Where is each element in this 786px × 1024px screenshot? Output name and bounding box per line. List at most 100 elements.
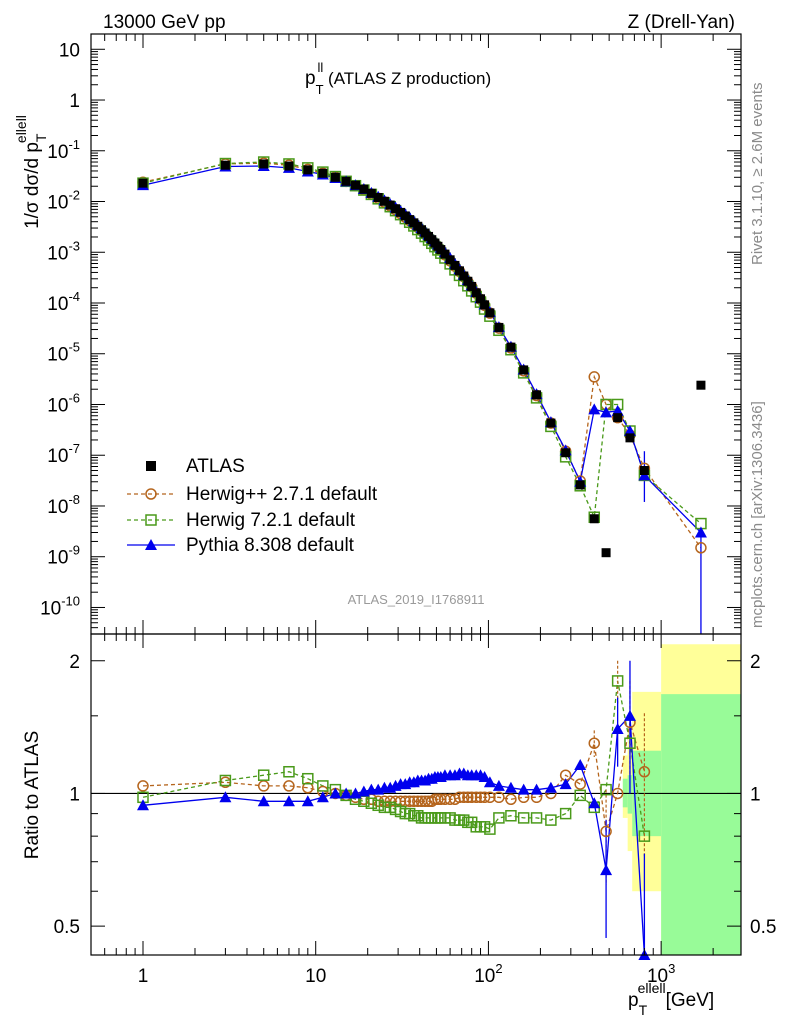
legend-label: Herwig 7.2.1 default	[186, 510, 356, 531]
data-point	[506, 342, 516, 352]
data-point	[351, 180, 361, 190]
ratio-point	[219, 774, 232, 787]
data-point	[373, 192, 383, 202]
data-point	[600, 406, 613, 418]
ratio-point	[219, 791, 232, 803]
ratio-tick-label-right: 1	[750, 784, 761, 805]
data-point	[588, 371, 601, 383]
data-point	[284, 161, 294, 171]
ratio-tick-label: 1	[69, 784, 80, 805]
y-tick-label: 10-5	[47, 340, 80, 366]
data-point	[445, 255, 455, 265]
data-point	[454, 266, 464, 276]
ratio-line-2	[142, 714, 646, 956]
ratio-point	[493, 791, 505, 804]
x-tick-label: 10	[305, 966, 326, 987]
ratio-point	[574, 778, 586, 790]
data-point	[436, 245, 446, 255]
header-left: 13000 GeV pp	[103, 12, 226, 33]
ratio-point	[465, 791, 478, 804]
ratio-point	[378, 801, 391, 814]
rivet-label: Rivet 3.1.10, ≥ 2.6M events	[749, 83, 766, 266]
header-right: Z (Drell-Yan)	[628, 12, 735, 33]
ratio-point	[600, 864, 613, 876]
ratio-point	[365, 797, 378, 810]
ratio-point	[611, 675, 624, 687]
y-tick-label: 10-4	[47, 289, 80, 315]
data-point	[463, 276, 473, 286]
legend: ATLAS Herwig++ 2.7.1 default Herwig 7.2.1 …	[127, 456, 378, 556]
data-point	[467, 281, 477, 291]
ratio-point	[517, 783, 530, 795]
data-point	[625, 433, 635, 443]
ratio-point	[302, 772, 314, 785]
analysis-tag: ATLAS_2019_I1768911	[348, 592, 485, 607]
y-tick-label: 10-1	[47, 137, 80, 163]
ratio-point	[403, 807, 416, 820]
ratio-frame	[90, 633, 742, 956]
ratio-point	[470, 791, 482, 804]
ratio-point	[638, 765, 651, 778]
y-tick-label: 10-10	[40, 593, 80, 619]
ratio-tick-label-right: 2	[750, 652, 761, 673]
uncertainty-band	[627, 775, 633, 814]
data-point	[589, 514, 599, 524]
data-point	[532, 390, 542, 400]
main-panel: 10 1 10-1 10-2 10-3 10-4 10-5 10-6 10-7 10-8 10-9 1…	[40, 33, 742, 635]
mcplots-label: mcplots.cern.ch [arXiv:1306.3436]	[749, 401, 766, 628]
data-point	[611, 404, 624, 416]
series-line-3	[142, 165, 702, 533]
ratio-point	[329, 787, 342, 799]
x-tick-label: 1	[138, 966, 149, 987]
ratio-point	[574, 789, 586, 802]
y-tick-label: 10-7	[47, 441, 80, 467]
svg-text:1/σ dσ/d pTellell: 1/σ dσ/d pTellell	[13, 115, 49, 229]
y-tick-label: 10-2	[47, 188, 80, 214]
ratio-point	[301, 795, 314, 807]
data-point	[623, 425, 636, 437]
data-point	[220, 160, 230, 170]
ratio-point	[530, 783, 543, 795]
data-point	[138, 178, 148, 188]
data-point	[694, 526, 707, 538]
ratio-point	[136, 799, 149, 811]
ratio-point	[257, 795, 270, 807]
ratio-point	[504, 781, 517, 793]
ratio-point	[408, 795, 420, 808]
ratio-point	[545, 814, 557, 826]
ratio-point	[317, 780, 329, 792]
ratio-point	[458, 814, 470, 826]
data-point	[341, 176, 351, 186]
data-point	[259, 159, 269, 169]
ratio-point	[372, 799, 384, 812]
data-point	[366, 188, 376, 198]
y-tick-label: 10	[59, 40, 80, 61]
data-point	[546, 418, 556, 428]
data-point	[330, 172, 340, 182]
data-point	[359, 184, 369, 194]
ratio-point	[483, 776, 496, 788]
ratio-point	[611, 787, 624, 800]
ratio-point	[493, 812, 505, 824]
x-axis-label: pTellell[GeV]	[628, 980, 714, 1018]
ratio-point	[137, 780, 149, 792]
data-point	[391, 204, 401, 214]
data-point	[519, 365, 529, 375]
data-point	[494, 322, 504, 332]
ratio-point	[517, 812, 530, 824]
data-point	[476, 294, 486, 304]
data-point	[601, 548, 611, 558]
ratio-point	[559, 807, 572, 820]
ratio-point	[283, 765, 295, 778]
x-tick-label: 102	[474, 961, 502, 987]
legend-label: Pythia 8.308 default	[186, 535, 355, 556]
ratio-point	[492, 779, 505, 791]
y-tick-label: 10-3	[47, 238, 80, 264]
y-tick-label: 10-8	[47, 492, 80, 518]
ratio-point	[544, 781, 557, 793]
ratio-point	[611, 723, 624, 735]
data-point	[485, 308, 495, 318]
data-point	[318, 168, 328, 178]
ratio-point	[574, 759, 587, 771]
